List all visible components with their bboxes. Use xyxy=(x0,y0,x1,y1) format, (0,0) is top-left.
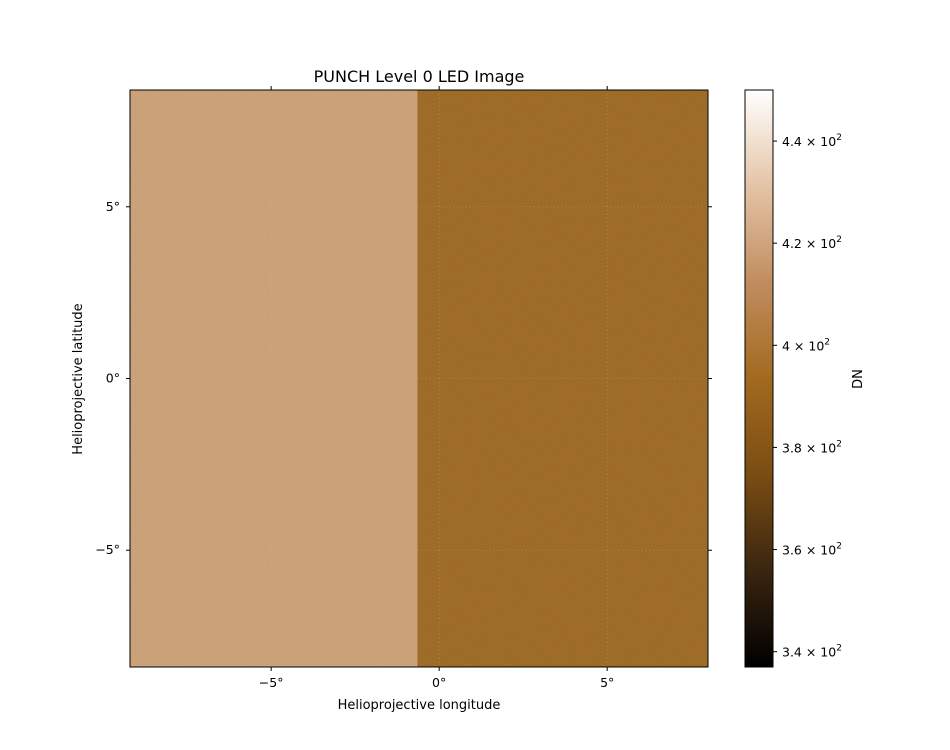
x-tick-label: 0° xyxy=(432,675,446,690)
y-tick-label: 5° xyxy=(106,199,120,214)
colorbar-frame xyxy=(744,89,774,668)
x-tick-label: 5° xyxy=(600,675,614,690)
colorbar-tick-label: 3.8 × 102 xyxy=(782,439,842,455)
colorbar-tick-label: 3.4 × 102 xyxy=(782,644,842,660)
colorbar-gradient xyxy=(745,90,773,667)
x-axis-label: Helioprojective longitude xyxy=(338,698,501,713)
colorbar-tick-label: 4.2 × 102 xyxy=(782,235,842,251)
y-tick-label: −5° xyxy=(95,542,120,557)
colorbar-label: DN xyxy=(851,369,866,389)
colorbar-tick-label: 4 × 102 xyxy=(782,337,830,353)
y-tick-label: 0° xyxy=(106,371,120,386)
chart-title: PUNCH Level 0 LED Image xyxy=(314,67,525,86)
x-tick-label: −5° xyxy=(259,675,284,690)
colorbar-tick-label: 4.4 × 102 xyxy=(782,133,842,149)
colorbar-tick-label: 3.6 × 102 xyxy=(782,542,842,558)
y-axis-label: Helioprojective latitude xyxy=(71,303,86,454)
region-noise-left-half xyxy=(130,90,418,667)
colorbar: 4.4 × 102 4.2 × 102 4 × 102 3.8 × 102 3.6 × … xyxy=(744,89,842,668)
image-axes: −5° 0° 5° 5° 0° −5° xyxy=(95,86,712,690)
